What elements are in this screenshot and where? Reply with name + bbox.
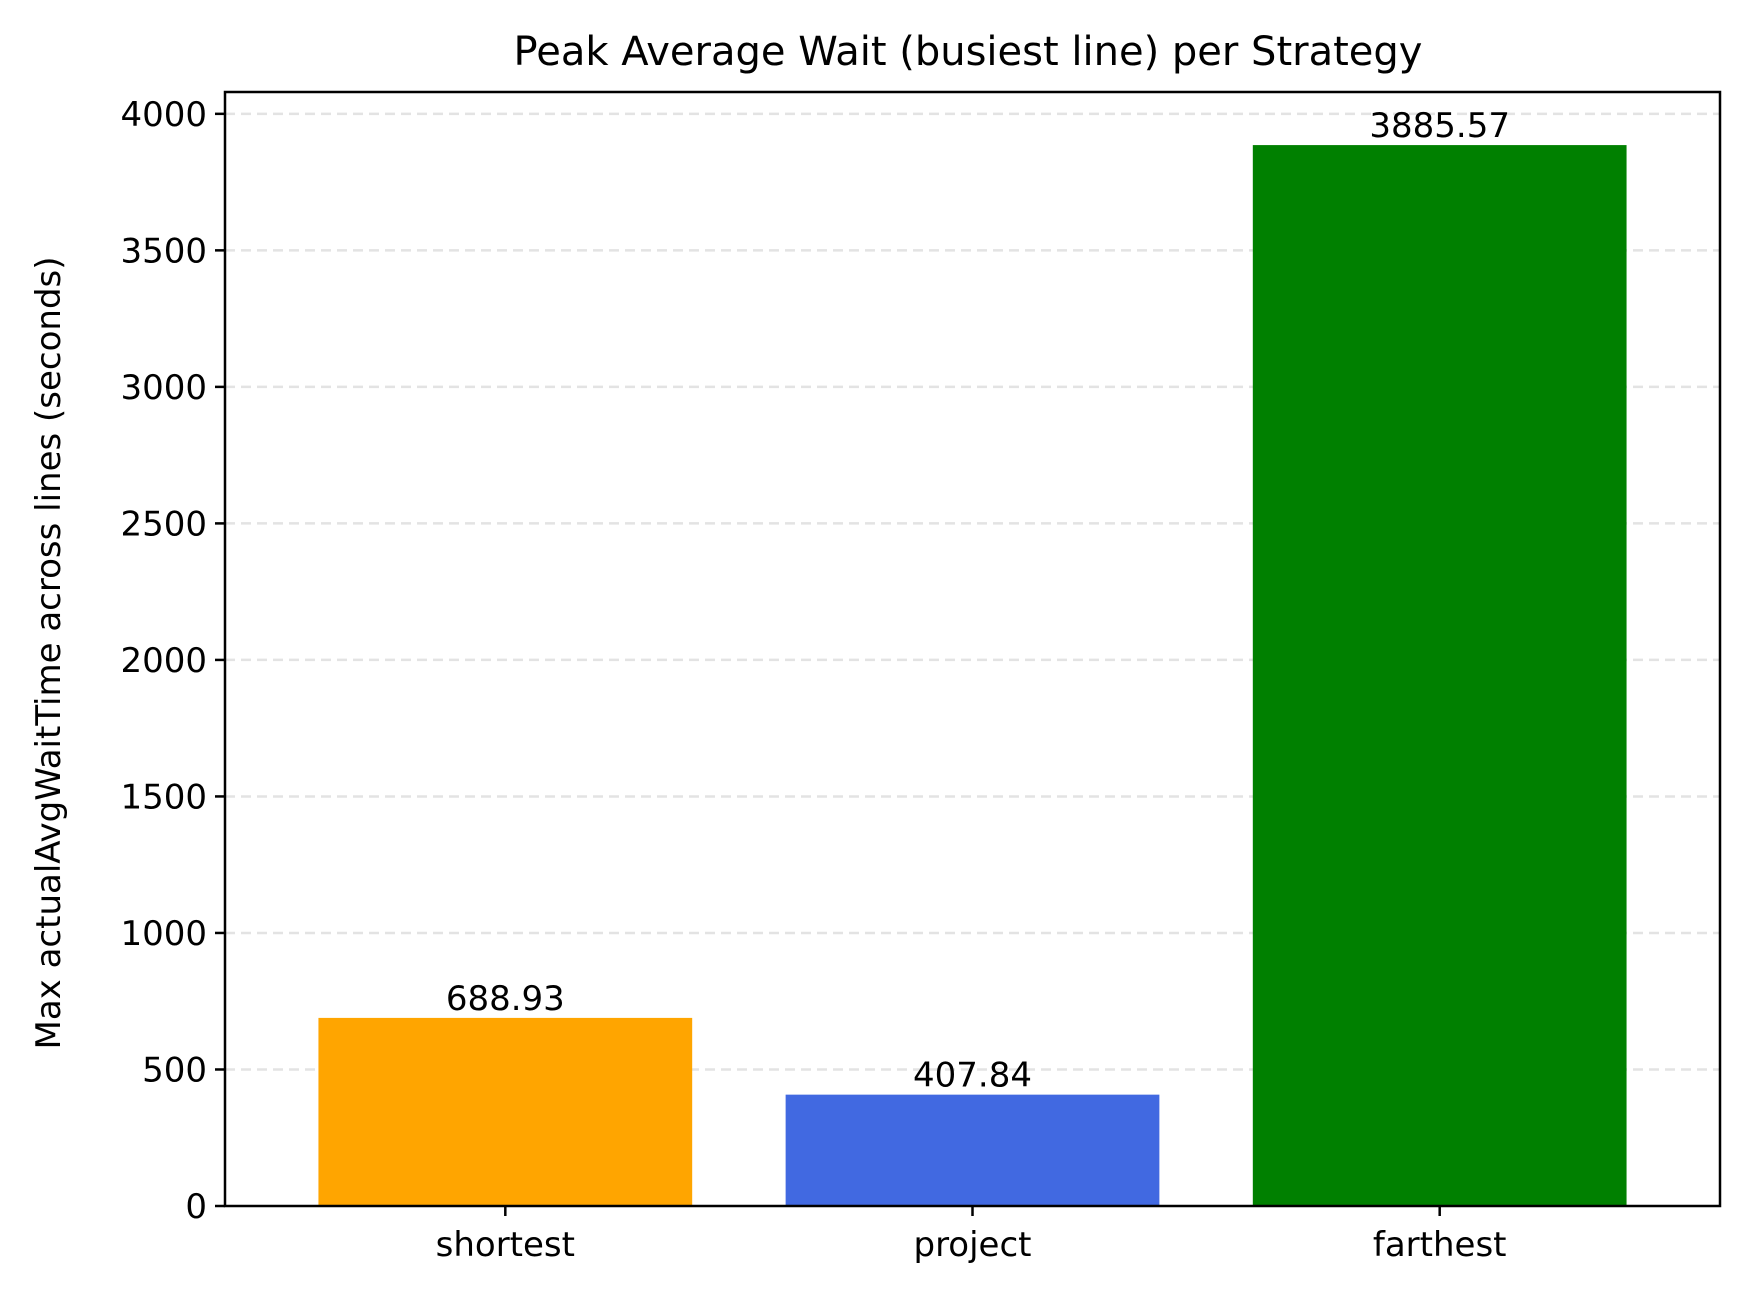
bar-farthest: [1252, 145, 1627, 1206]
y-tick-label: 0: [185, 1187, 207, 1227]
y-axis-ticks: 0 500 1000 1500 2000 2500 3000 3500 4000: [120, 95, 225, 1227]
y-tick-label: 500: [142, 1050, 207, 1090]
bar-value-label: 688.93: [446, 979, 565, 1019]
y-axis-label: Max actualAvgWaitTime across lines (seco…: [29, 256, 69, 1049]
y-tick-label: 3000: [120, 368, 207, 408]
y-tick-label: 1000: [120, 914, 207, 954]
bar-value-label: 407.84: [913, 1056, 1032, 1096]
y-tick-label: 2000: [120, 641, 207, 681]
bars: [318, 145, 1627, 1206]
x-tick-label: shortest: [436, 1225, 575, 1265]
y-tick-label: 3500: [120, 231, 207, 271]
x-tick-label: project: [913, 1225, 1031, 1265]
y-tick-label: 2500: [120, 504, 207, 544]
bar-value-label: 3885.57: [1369, 106, 1510, 146]
bar-value-labels: 688.93 407.84 3885.57: [446, 106, 1510, 1096]
bar-shortest: [318, 1017, 693, 1206]
y-tick-label: 1500: [120, 777, 207, 817]
bar-project: [785, 1094, 1160, 1206]
x-tick-label: farthest: [1373, 1225, 1507, 1265]
x-axis-ticks: shortest project farthest: [436, 1206, 1507, 1265]
y-tick-label: 4000: [120, 95, 207, 135]
chart-title: Peak Average Wait (busiest line) per Str…: [514, 29, 1423, 75]
